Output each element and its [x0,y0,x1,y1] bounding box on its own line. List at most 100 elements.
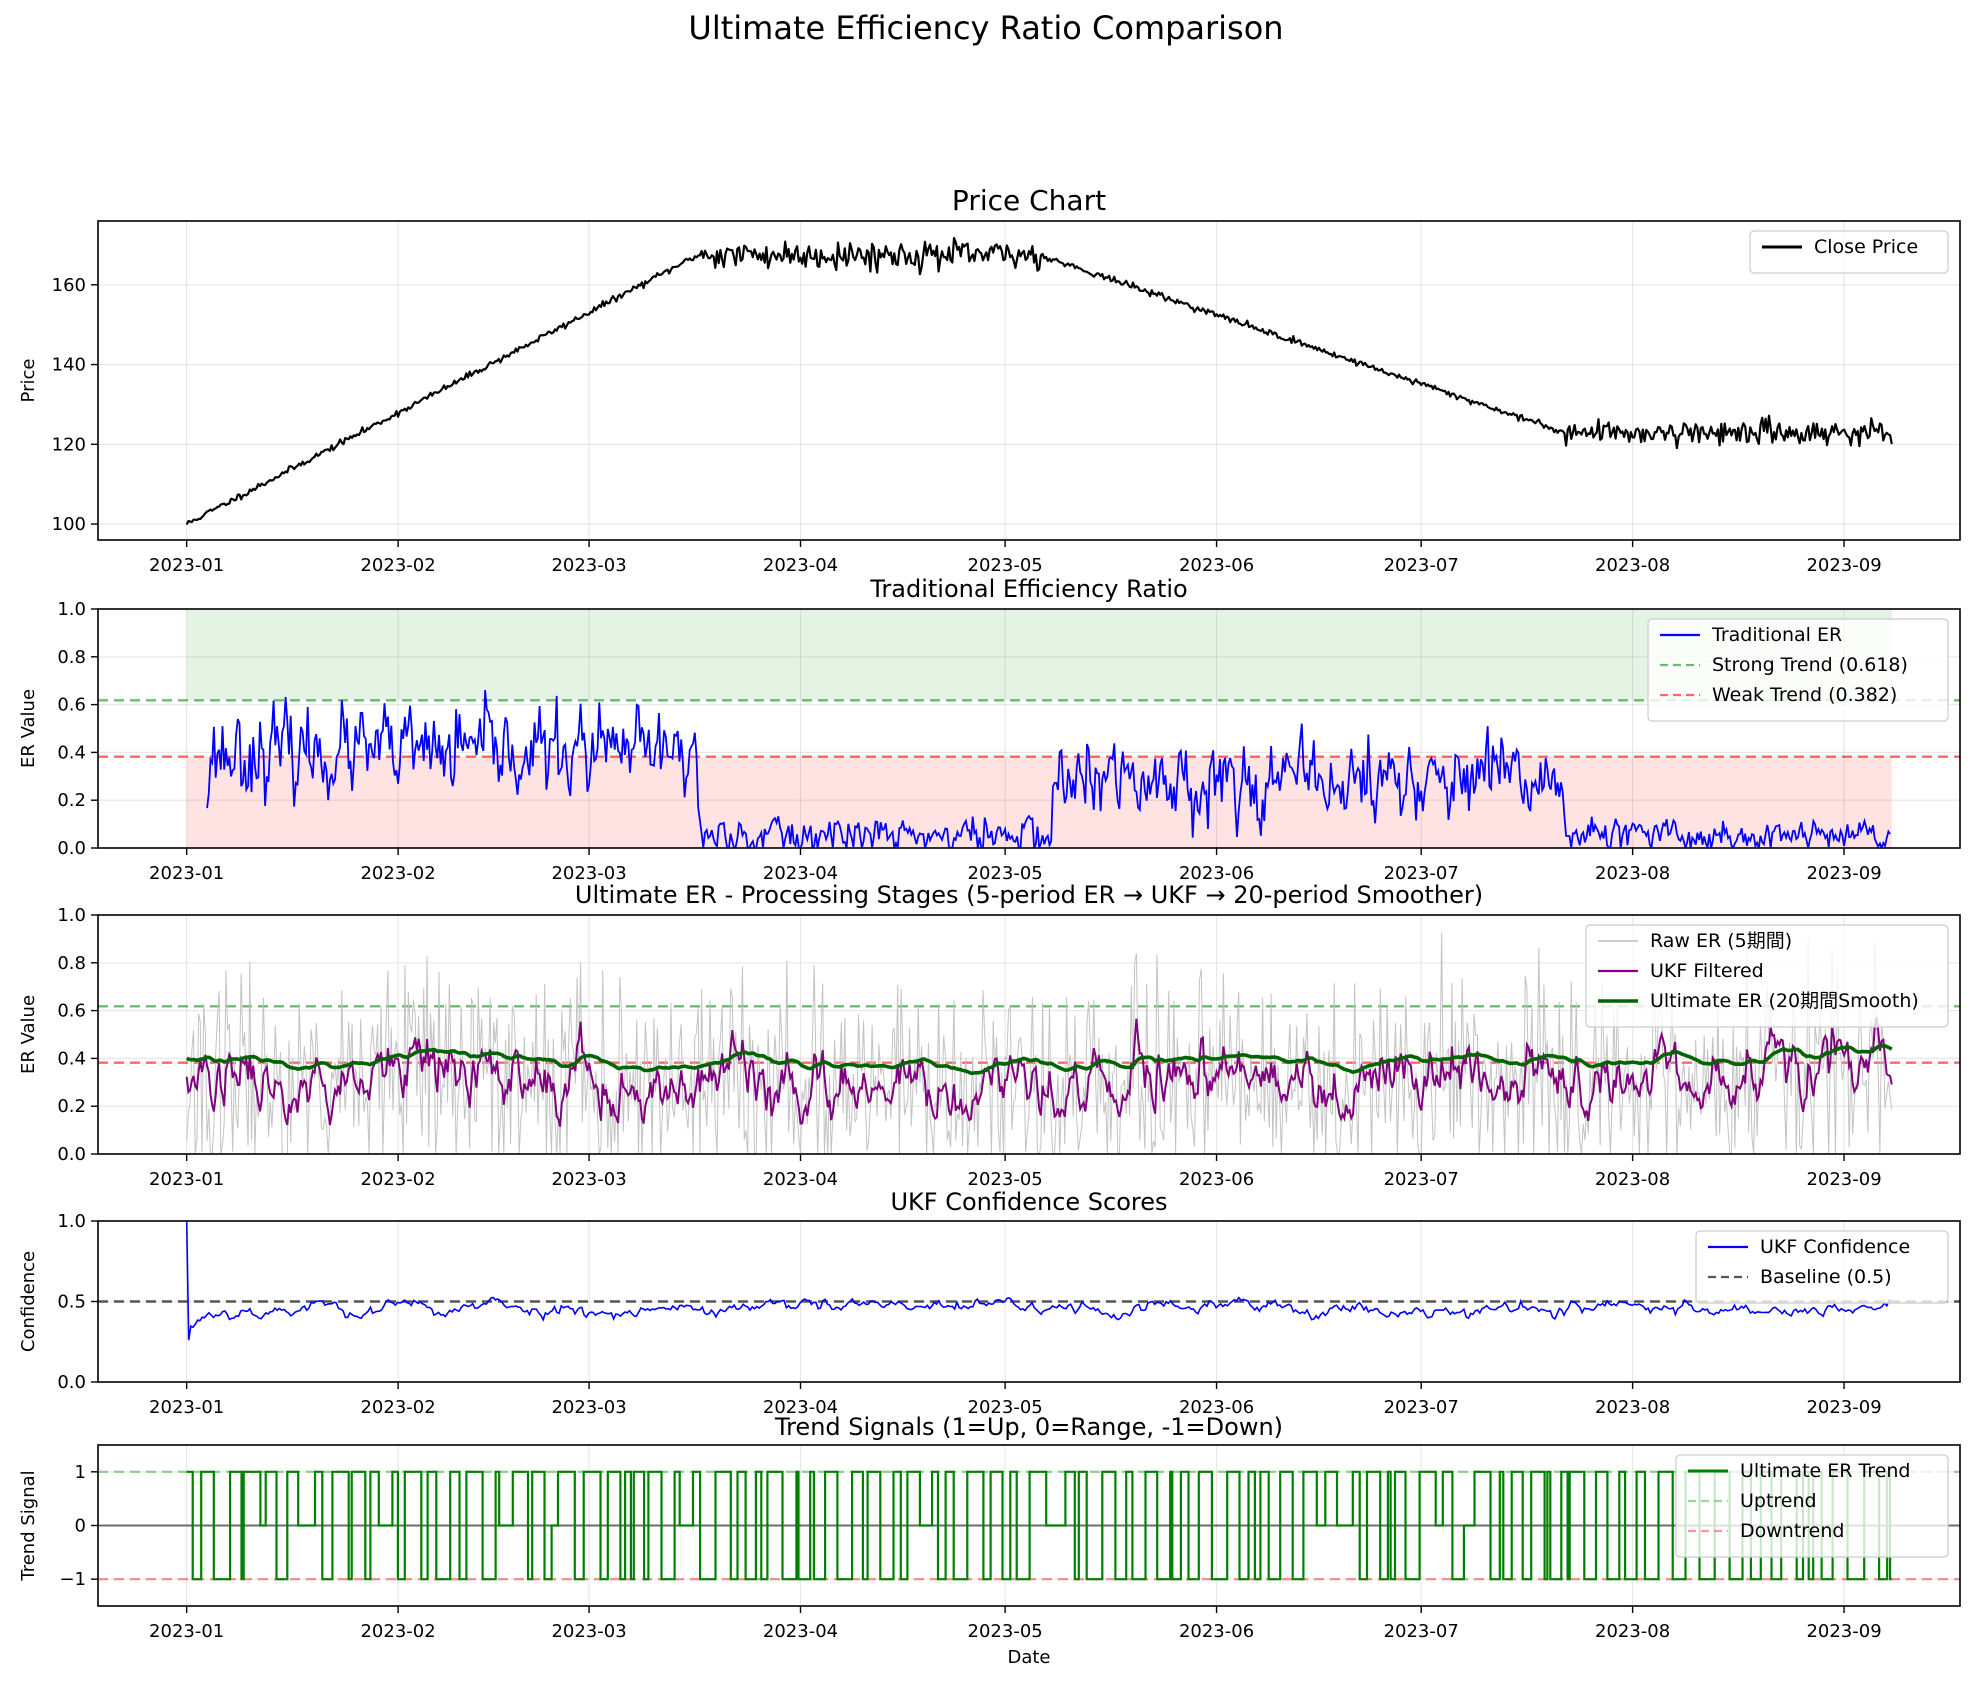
panel-title: Trend Signals (1=Up, 0=Range, -1=Down) [774,1413,1283,1441]
plot-area [98,609,1960,848]
legend: Raw ER (5期間) UKF Filtered Ultimate ER (20期… [1585,924,1949,1028]
y-tick-label: 0.6 [57,695,86,716]
y-tick-label: 1.0 [57,905,86,926]
legend-box [1695,1230,1949,1304]
y-tick-label: 0.4 [57,742,86,763]
strong-trend-band [186,609,1892,701]
x-tick-label: 2023-04 [763,555,838,576]
x-tick-label: 2023-07 [1384,1397,1459,1418]
x-tick-label: 2023-02 [360,1397,435,1418]
legend-label: Traditional ER [1711,624,1842,646]
legend: UKF Confidence Baseline (0.5) [1695,1230,1949,1304]
legend-box [1585,924,1949,1028]
y-tick-label: 0.0 [57,838,86,859]
x-tick-label: 2023-02 [360,863,435,884]
panel-trend: 2023-01 2023-02 2023-03 2023-04 2023-05 2023-… [18,1413,1961,1668]
y-tick-label: −1 [59,1569,86,1590]
x-tick-label: 2023-01 [149,555,224,576]
panel-title: UKF Confidence Scores [890,1188,1167,1216]
x-tick-label: 2023-03 [551,1169,626,1190]
series-line-ultimate-er-trend [186,1470,1892,1581]
y-tick-label: 0.4 [57,1048,86,1069]
plot-frame [97,608,1961,849]
x-tick-label: 2023-01 [149,1169,224,1190]
x-tick-label: 2023-05 [968,1621,1043,1642]
y-tick-label: 1 [75,1462,86,1483]
y-axis-label: Confidence [18,1251,39,1352]
x-tick-label: 2023-06 [1179,555,1254,576]
x-tick-label: 2023-05 [968,1397,1043,1418]
x-tick-label: 2023-09 [1806,1621,1881,1642]
panel-confidence: 2023-01 2023-02 2023-03 2023-04 2023-05 2023-… [18,1188,1961,1418]
x-tick-label: 2023-03 [551,1397,626,1418]
legend-label: Ultimate ER Trend [1740,1460,1911,1482]
legend: Ultimate ER Trend Uptrend Downtrend [1675,1454,1949,1558]
x-tick-label: 2023-06 [1179,1169,1254,1190]
x-tick-label: 2023-01 [149,1397,224,1418]
x-tick-label: 2023-08 [1595,1397,1670,1418]
panel-title: Ultimate ER - Processing Stages (5-perio… [575,881,1483,909]
x-tick-label: 2023-03 [551,555,626,576]
x-tick-label: 2023-02 [360,1169,435,1190]
y-tick-label: 0.2 [57,1096,86,1117]
x-tick-label: 2023-08 [1595,1169,1670,1190]
legend-label: UKF Filtered [1650,960,1764,982]
x-tick-label: 2023-03 [551,1621,626,1642]
x-tick-label: 2023-06 [1179,1397,1254,1418]
plot-area [98,1470,1960,1581]
x-tick-label: 2023-06 [1179,863,1254,884]
x-tick-label: 2023-07 [1384,555,1459,576]
plot-frame [97,1220,1961,1383]
series-line-ukf-filtered [185,1017,1893,1127]
panel-price: 2023-01 2023-02 2023-03 2023-04 2023-05 2023-… [18,184,1961,576]
panel-title: Traditional Efficiency Ratio [869,575,1187,603]
legend-label: UKF Confidence [1760,1236,1910,1258]
x-tick-label: 2023-07 [1384,1621,1459,1642]
legend-label: Close Price [1814,236,1918,258]
x-tick-label: 2023-04 [763,1621,838,1642]
y-tick-label: 160 [52,275,86,296]
series-line-ultimate-er [186,1043,1893,1076]
panels: 2023-01 2023-02 2023-03 2023-04 2023-05 2023-… [18,184,1961,1668]
y-tick-label: 0.0 [57,1372,86,1393]
legend-label: Strong Trend (0.618) [1712,654,1908,676]
series-line-close-price [185,237,1893,525]
y-axis-label: ER Value [18,689,39,768]
x-tick-label: 2023-04 [763,1169,838,1190]
legend-label: Weak Trend (0.382) [1712,684,1897,706]
x-tick-label: 2023-05 [968,555,1043,576]
x-tick-label: 2023-01 [149,1621,224,1642]
x-tick-label: 2023-07 [1384,863,1459,884]
legend-box [1647,618,1949,722]
x-tick-label: 2023-05 [968,863,1043,884]
panel-traditional: 2023-01 2023-02 2023-03 2023-04 2023-05 2023-… [18,575,1961,884]
x-tick-label: 2023-09 [1806,1169,1881,1190]
x-tick-label: 2023-02 [360,1621,435,1642]
x-tick-label: 2023-03 [551,863,626,884]
weak-trend-band [186,756,1892,848]
legend-label: Downtrend [1740,1520,1844,1542]
x-tick-label: 2023-01 [149,863,224,884]
legend-label: Ultimate ER (20期間Smooth) [1650,990,1919,1012]
legend-label: Raw ER (5期間) [1650,930,1792,952]
x-tick-label: 2023-04 [763,863,838,884]
y-tick-label: 0.2 [57,790,86,811]
plot-frame [97,220,1961,541]
legend: Close Price [1749,230,1949,274]
figure-suptitle: Ultimate Efficiency Ratio Comparison [688,9,1283,47]
panel-stages: 2023-01 2023-02 2023-03 2023-04 2023-05 2023-… [18,881,1961,1190]
y-tick-label: 0.5 [57,1292,86,1313]
plot-frame [97,1444,1961,1607]
x-tick-label: 2023-05 [968,1169,1043,1190]
panel-title: Price Chart [952,184,1106,217]
legend-label: Uptrend [1740,1490,1817,1512]
x-tick-label: 2023-08 [1595,555,1670,576]
x-tick-label: 2023-04 [763,1397,838,1418]
y-tick-label: 1.0 [57,599,86,620]
x-axis-label: Date [1007,1647,1050,1668]
y-tick-label: 120 [52,434,86,455]
y-axis-label: Price [18,359,39,403]
y-axis-label: Trend Signal [18,1470,39,1581]
series-line-ukf-confidence [185,1221,1892,1341]
